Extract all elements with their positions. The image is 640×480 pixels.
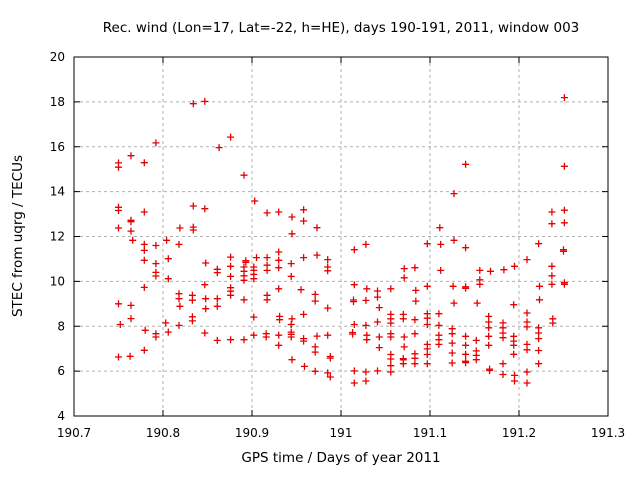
data-points-layer — [115, 94, 568, 387]
y-tick-label: 10 — [50, 274, 65, 288]
x-tick-label: 191 — [330, 426, 353, 440]
x-tick-label: 190.7 — [57, 426, 91, 440]
axis-ticks-layer — [73, 56, 609, 417]
y-tick-label: 6 — [57, 364, 65, 378]
y-tick-label: 20 — [50, 50, 65, 64]
y-tick-label: 14 — [50, 185, 65, 199]
y-axis-label: STEC from uqrg / TECUs — [10, 155, 26, 317]
y-tick-label: 8 — [57, 319, 65, 333]
x-tick-label: 191.3 — [591, 426, 625, 440]
y-tick-label: 16 — [50, 140, 65, 154]
y-tick-label: 4 — [57, 409, 65, 423]
tick-labels-layer: 190.7 190.8 190.9 191 191.1 191.2 191.3 4 6 8 10 12… — [50, 50, 625, 440]
x-tick-label: 190.8 — [146, 426, 180, 440]
y-tick-label: 18 — [50, 95, 65, 109]
x-axis-label: GPS time / Days of year 2011 — [241, 450, 440, 466]
chart-title: Rec. wind (Lon=17, Lat=-22, h=HE), days … — [103, 20, 580, 36]
x-tick-label: 190.9 — [235, 426, 269, 440]
y-tick-label: 12 — [50, 230, 65, 244]
scatter-plus-markers — [115, 94, 568, 387]
x-tick-label: 191.1 — [413, 426, 447, 440]
gridlines-layer — [74, 57, 608, 416]
x-tick-label: 191.2 — [502, 426, 536, 440]
